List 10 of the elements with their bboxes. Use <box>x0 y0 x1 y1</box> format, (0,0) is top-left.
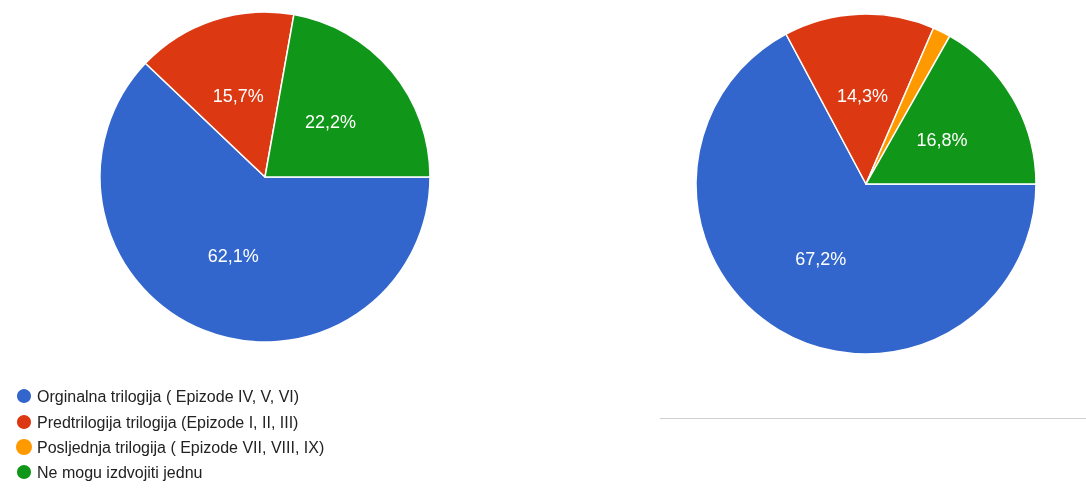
legend-label: Ne mogu izdvojiti jednu <box>37 463 203 481</box>
data-label: 67,2% <box>795 249 847 270</box>
data-label: 15,7% <box>212 85 264 106</box>
legend-label: Posljednja trilogija ( Epizode VII, VIII, IX) <box>37 438 325 456</box>
data-label: 14,3% <box>836 86 888 107</box>
data-label: 62,1% <box>207 246 259 267</box>
legend-label: Orginalna trilogija ( Epizode IV, V, VI) <box>37 387 300 405</box>
legend-label: Predtrilogija trilogija (Epizode I, II, III) <box>37 413 299 431</box>
data-label: 16,8% <box>916 129 968 150</box>
data-label: 22,2% <box>305 112 357 133</box>
